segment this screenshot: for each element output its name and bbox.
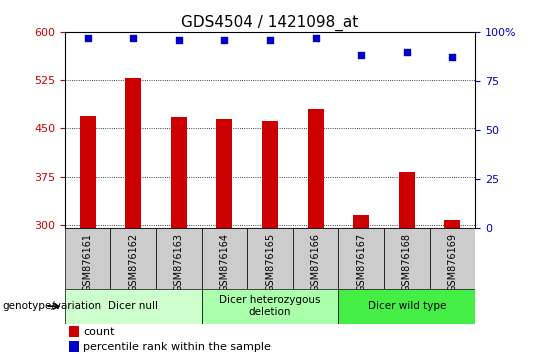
Bar (308, 109, 323, 228)
Text: GSM876164: GSM876164 (219, 233, 230, 292)
Point (220, 37, 229, 42)
Bar (69, 341, 79, 353)
Point (311, 35, 320, 41)
Bar (125, 78, 141, 228)
Text: GSM876162: GSM876162 (128, 233, 138, 292)
Point (174, 37, 183, 42)
Bar (110, 228, 156, 289)
Text: GSM876169: GSM876169 (448, 233, 457, 292)
Bar (339, 228, 384, 289)
Bar (399, 172, 415, 228)
Bar (293, 228, 339, 289)
Point (266, 37, 274, 42)
Point (402, 48, 411, 54)
Bar (201, 228, 247, 289)
Text: GSM876165: GSM876165 (265, 233, 275, 292)
Text: percentile rank within the sample: percentile rank within the sample (83, 342, 271, 352)
Point (448, 55, 457, 60)
Title: GDS4504 / 1421098_at: GDS4504 / 1421098_at (181, 14, 359, 30)
Text: Dicer null: Dicer null (108, 301, 158, 311)
Text: GSM876163: GSM876163 (174, 233, 184, 292)
Bar (79, 116, 96, 228)
Bar (444, 220, 461, 228)
Text: GSM876167: GSM876167 (356, 233, 366, 292)
Bar (339, 289, 475, 324)
Text: GSM876168: GSM876168 (402, 233, 412, 292)
Point (129, 35, 138, 41)
Text: count: count (83, 327, 115, 337)
Bar (156, 228, 201, 289)
Bar (384, 228, 430, 289)
Text: GSM876161: GSM876161 (83, 233, 92, 292)
Bar (171, 117, 187, 228)
Text: Dicer wild type: Dicer wild type (368, 301, 446, 311)
Bar (65, 289, 201, 324)
Bar (217, 119, 232, 228)
Bar (65, 228, 110, 289)
Text: GSM876166: GSM876166 (310, 233, 321, 292)
Text: genotype/variation: genotype/variation (3, 301, 102, 311)
Bar (430, 228, 475, 289)
Bar (247, 228, 293, 289)
Text: Dicer heterozygous
deletion: Dicer heterozygous deletion (219, 295, 321, 317)
Bar (201, 289, 339, 324)
Bar (262, 121, 278, 228)
Bar (69, 326, 79, 337)
Bar (353, 215, 369, 228)
Point (83, 35, 92, 41)
Point (357, 53, 366, 58)
